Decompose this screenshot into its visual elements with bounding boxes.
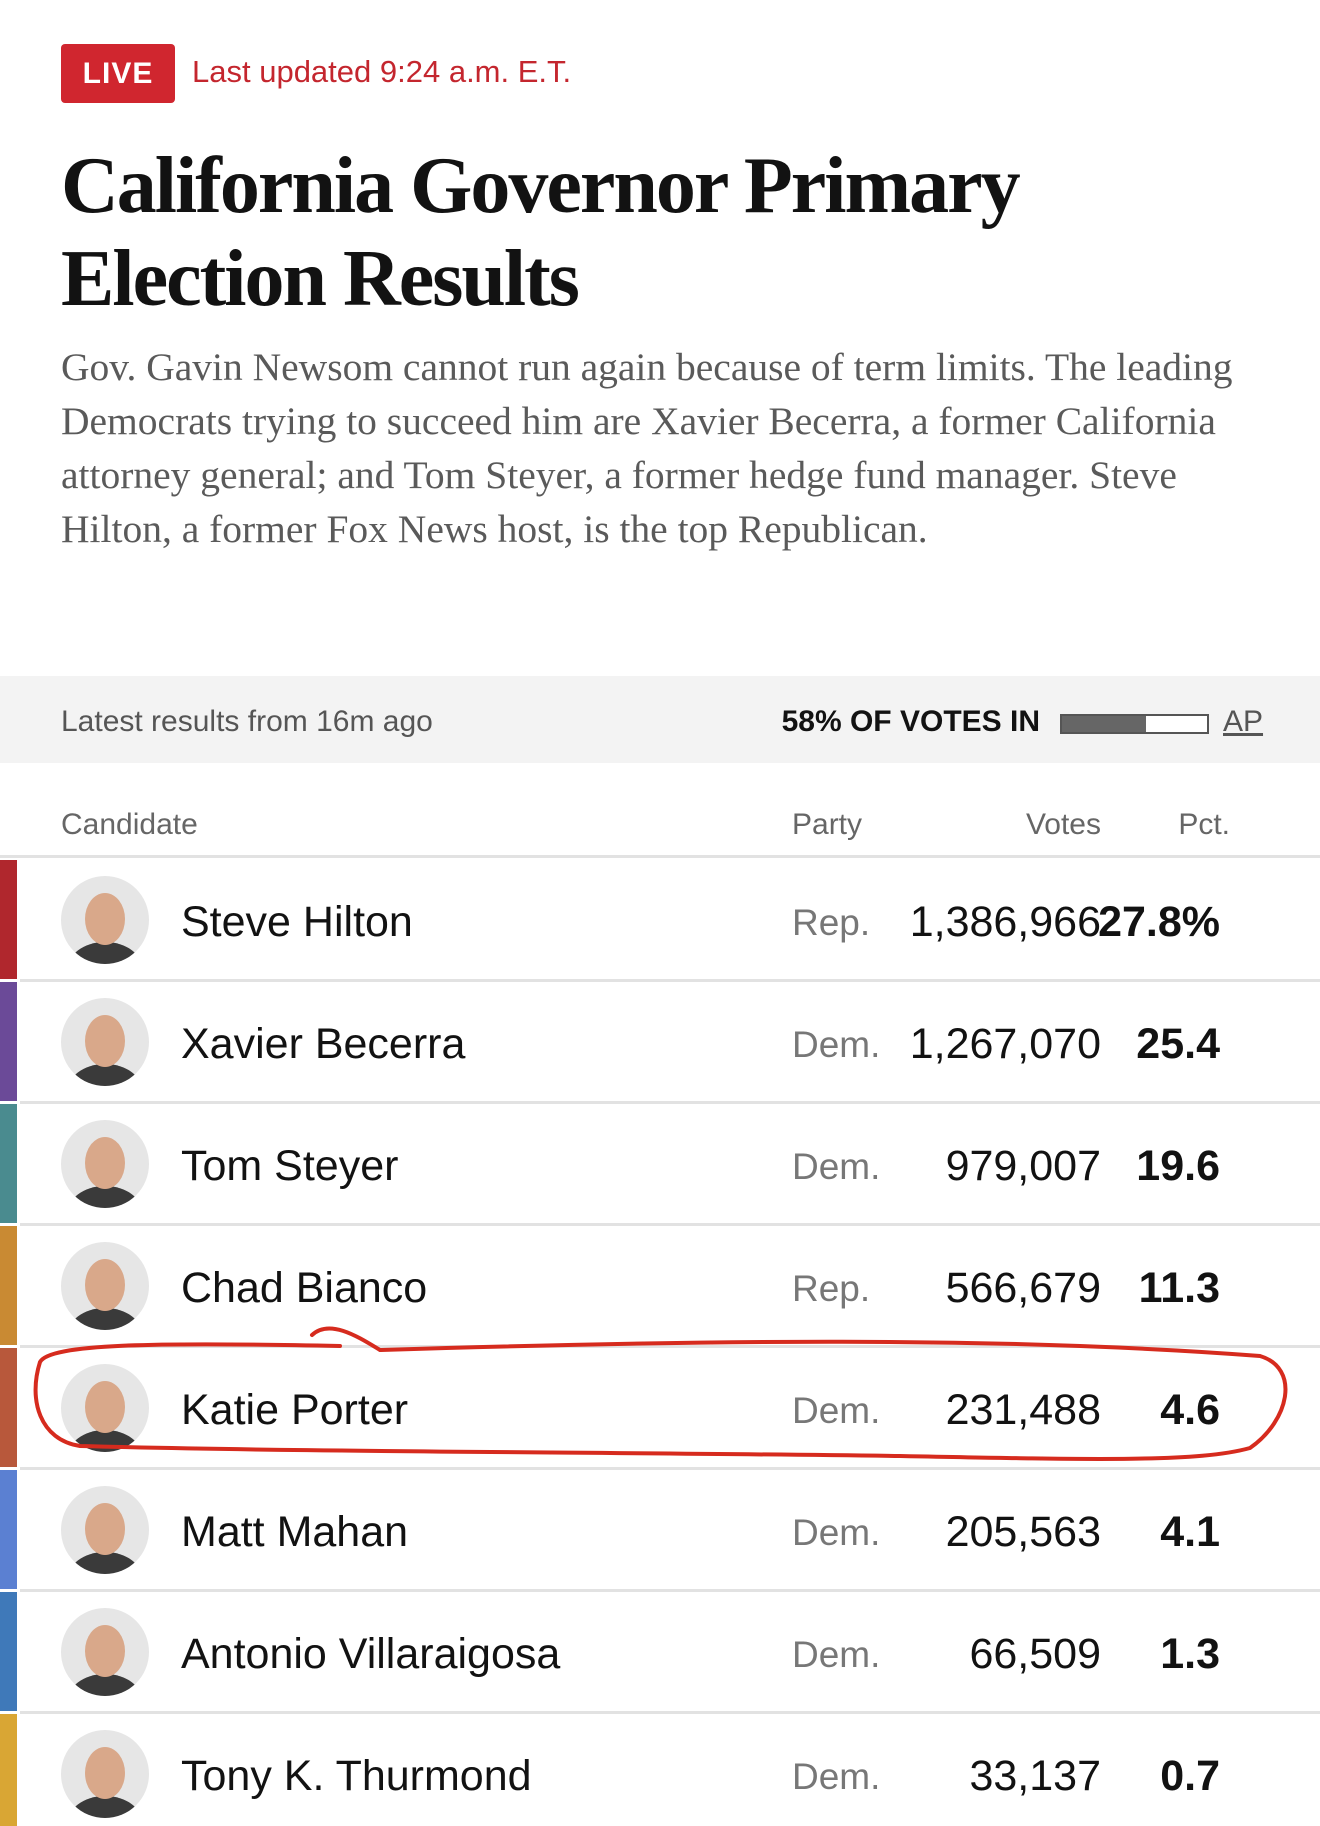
party: Dem. xyxy=(792,1634,881,1675)
percent: 4.6 xyxy=(1160,1386,1220,1434)
candidate-photo xyxy=(60,1729,150,1824)
party-stripe xyxy=(0,1348,17,1467)
party: Rep. xyxy=(792,1268,871,1309)
photo-placeholder xyxy=(61,1730,149,1818)
votes: 566,679 xyxy=(945,1264,1101,1312)
votes: 33,137 xyxy=(969,1752,1101,1800)
votes: 231,488 xyxy=(945,1386,1101,1434)
last-updated: Last updated 9:24 a.m. E.T. xyxy=(192,54,572,89)
party-stripe xyxy=(0,1592,17,1711)
party-stripe xyxy=(0,1714,17,1826)
percent: 1.3 xyxy=(1160,1630,1220,1678)
description: Gov. Gavin Newsom cannot run again becau… xyxy=(61,345,1233,551)
column-header: Votes xyxy=(1025,808,1101,841)
latest-results: Latest results from 16m ago xyxy=(61,705,433,738)
party-stripe xyxy=(0,1104,17,1223)
row-divider xyxy=(20,979,1320,982)
votes: 1,386,966 xyxy=(909,898,1101,946)
votes: 66,509 xyxy=(969,1630,1101,1678)
row-divider xyxy=(20,1223,1320,1226)
row-divider xyxy=(20,1711,1320,1714)
result-row: Chad Bianco Rep. 566,679 11.3 xyxy=(0,1226,1320,1348)
photo-placeholder xyxy=(61,1242,149,1330)
candidate-name: Tony K. Thurmond xyxy=(181,1752,532,1800)
party: Dem. xyxy=(792,1756,881,1797)
progress-fill xyxy=(1062,716,1147,732)
party-stripe xyxy=(0,1470,17,1589)
column-header: Party xyxy=(792,808,863,841)
percent: 4.1 xyxy=(1160,1508,1220,1556)
row-divider xyxy=(20,1467,1320,1470)
percent: 11.3 xyxy=(1138,1264,1220,1312)
result-row: Katie Porter Dem. 231,488 4.6 xyxy=(0,1348,1320,1470)
candidate-name: Matt Mahan xyxy=(181,1508,409,1556)
candidate-photo xyxy=(60,997,150,1092)
percent: 19.6 xyxy=(1136,1142,1220,1190)
candidate-name: Tom Steyer xyxy=(181,1142,399,1190)
votes: 979,007 xyxy=(945,1142,1101,1190)
photo-placeholder xyxy=(61,1608,149,1696)
party: Dem. xyxy=(792,1390,881,1431)
photo-placeholder xyxy=(61,1120,149,1208)
candidate-photo xyxy=(60,1485,150,1580)
candidate-name: Steve Hilton xyxy=(181,898,413,946)
result-row: Tony K. Thurmond Dem. 33,137 0.7 xyxy=(0,1714,1320,1826)
divider xyxy=(0,855,1320,858)
row-divider xyxy=(20,1589,1320,1592)
candidate-name: Xavier Becerra xyxy=(181,1020,466,1068)
candidate-photo xyxy=(60,1607,150,1702)
party: Rep. xyxy=(792,902,871,943)
party: Dem. xyxy=(792,1512,881,1553)
votes: 205,563 xyxy=(945,1508,1101,1556)
party-stripe xyxy=(0,1226,17,1345)
candidate-name: Antonio Villaraigosa xyxy=(181,1630,561,1678)
result-row: Steve Hilton Rep. 1,386,966 27.8% xyxy=(0,860,1320,982)
result-row: Xavier Becerra Dem. 1,267,070 25.4 xyxy=(0,982,1320,1104)
percent: 25.4 xyxy=(1136,1020,1220,1068)
live-badge: LIVE xyxy=(61,44,175,103)
candidate-name: Chad Bianco xyxy=(181,1264,428,1312)
party: Dem. xyxy=(792,1024,881,1065)
candidate-photo xyxy=(60,1119,150,1214)
title: California Governor Primary Election Res… xyxy=(61,142,1021,323)
row-divider xyxy=(20,1101,1320,1104)
result-row: Antonio Villaraigosa Dem. 66,509 1.3 xyxy=(0,1592,1320,1714)
candidate-name: Katie Porter xyxy=(181,1386,409,1434)
candidate-photo xyxy=(60,875,150,970)
source-link[interactable]: AP xyxy=(1223,705,1264,738)
result-row: Tom Steyer Dem. 979,007 19.6 xyxy=(0,1104,1320,1226)
candidate-photo xyxy=(60,1363,150,1458)
photo-placeholder xyxy=(61,1486,149,1574)
votes-in: 58% OF VOTES IN xyxy=(781,705,1040,738)
column-header: Candidate xyxy=(61,808,198,841)
party-stripe xyxy=(0,982,17,1101)
candidate-photo xyxy=(60,1241,150,1336)
photo-placeholder xyxy=(61,998,149,1086)
result-row: Matt Mahan Dem. 205,563 4.1 xyxy=(0,1470,1320,1592)
photo-placeholder xyxy=(61,1364,149,1452)
party-stripe xyxy=(0,860,17,979)
progress-bar xyxy=(1060,714,1209,734)
photo-placeholder xyxy=(61,876,149,964)
votes: 1,267,070 xyxy=(909,1020,1101,1068)
party: Dem. xyxy=(792,1146,881,1187)
percent: 0.7 xyxy=(1160,1752,1220,1800)
percent: 27.8% xyxy=(1098,898,1220,946)
column-header: Pct. xyxy=(1178,808,1230,841)
